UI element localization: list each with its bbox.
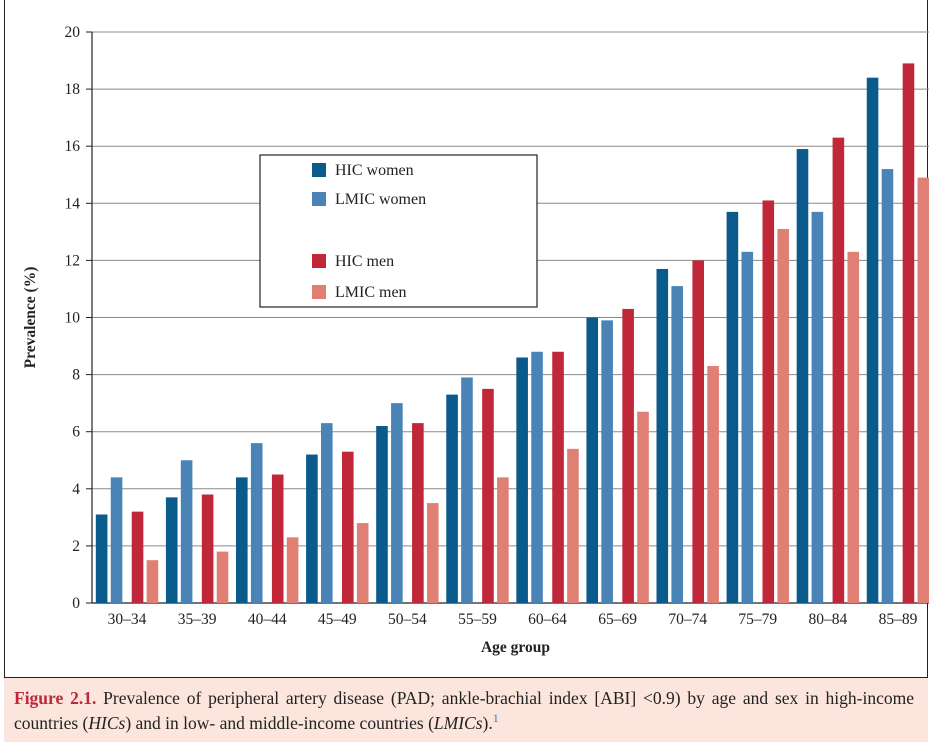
caption-text-3: ).: [482, 713, 493, 733]
x-tick-label: 65–69: [598, 611, 637, 628]
figure-caption: Figure 2.1. Prevalence of peripheral art…: [4, 677, 928, 742]
y-tick-label: 4: [72, 481, 80, 498]
bar: [412, 423, 424, 603]
bar: [531, 351, 543, 603]
x-tick-label: 85–89: [879, 611, 918, 628]
bar: [180, 460, 193, 603]
legend-label: LMIC women: [335, 191, 426, 208]
bar: [286, 537, 299, 603]
bar: [110, 477, 123, 603]
caption-footnote[interactable]: 1: [492, 711, 499, 726]
y-tick-label: 8: [72, 367, 80, 384]
y-tick-label: 14: [65, 195, 81, 212]
bar: [446, 394, 458, 603]
bar: [341, 451, 354, 603]
x-tick-label: 40–44: [248, 611, 287, 628]
legend-swatch: [312, 254, 326, 268]
x-axis-title: Age group: [481, 639, 550, 656]
bar: [306, 454, 318, 603]
bar: [426, 503, 439, 603]
caption-label: Figure 2.1.: [14, 688, 97, 708]
legend-swatch: [312, 192, 326, 206]
legend-swatch: [312, 285, 326, 299]
bar: [201, 494, 214, 603]
x-tick-label: 55–59: [458, 611, 497, 628]
y-tick-label: 10: [65, 310, 81, 327]
x-tick-label: 70–74: [668, 611, 707, 628]
bar: [271, 474, 284, 603]
bar: [236, 477, 248, 603]
bar: [692, 260, 705, 603]
x-tick-label: 75–79: [738, 611, 777, 628]
y-tick-label: 2: [72, 538, 80, 555]
y-tick-label: 0: [72, 595, 80, 612]
x-tick-label: 50–54: [388, 611, 427, 628]
bar: [552, 351, 564, 603]
bar-chart: 0 2 4 6 8 10 12 14 16 18 20 30–34 35–39 40–44 45–49 50–…: [22, 24, 929, 656]
legend-label: LMIC men: [335, 284, 407, 301]
legend: [259, 154, 538, 308]
bar: [320, 423, 333, 603]
bar: [497, 477, 509, 603]
x-tick-label: 35–39: [178, 611, 217, 628]
caption-lmic: LMICs: [433, 713, 483, 733]
figure: 0 2 4 6 8 10 12 14 16 18 20 30–34 35–39 40–44 45–49 50–…: [4, 0, 929, 742]
bar: [482, 388, 494, 603]
bar: [762, 200, 775, 603]
bar: [917, 177, 929, 604]
y-tick-label: 16: [65, 138, 81, 155]
bar: [165, 497, 178, 603]
caption-hic: HICs: [88, 713, 126, 733]
bar: [601, 320, 613, 603]
bar: [811, 211, 824, 604]
bar: [707, 366, 719, 603]
y-tick-label: 18: [65, 81, 81, 98]
bar: [902, 63, 915, 603]
x-tick-label: 45–49: [318, 611, 357, 628]
caption-text-2: ) and in low- and middle-income countrie…: [125, 713, 434, 733]
legend-swatch: [312, 163, 326, 177]
legend-label: HIC men: [335, 253, 394, 270]
x-tick-label: 80–84: [809, 611, 848, 628]
bar: [656, 268, 669, 603]
bar: [671, 286, 684, 603]
bar: [516, 357, 528, 603]
bar: [796, 149, 809, 603]
bar: [637, 411, 649, 603]
bar: [461, 377, 473, 603]
bar: [622, 308, 634, 603]
y-axis-title: Prevalence (%): [22, 267, 39, 369]
bar: [586, 317, 599, 603]
bar: [376, 425, 388, 603]
bar: [832, 137, 845, 603]
bar: [146, 560, 159, 603]
bar: [777, 228, 789, 603]
bar: [847, 251, 860, 603]
bar: [391, 403, 403, 603]
bar: [250, 443, 263, 603]
bar: [881, 169, 894, 604]
bar: [131, 511, 144, 603]
bar: [567, 448, 579, 603]
y-tick-label: 20: [65, 24, 81, 41]
bar: [726, 211, 739, 604]
bar: [95, 514, 108, 603]
bar: [356, 523, 369, 603]
x-tick-label: 60–64: [528, 611, 567, 628]
y-tick-label: 6: [72, 424, 80, 441]
bar: [866, 77, 879, 604]
bar: [741, 251, 754, 603]
legend-label: HIC women: [335, 162, 414, 179]
y-tick-label: 12: [65, 252, 81, 269]
bar: [216, 551, 229, 603]
x-tick-label: 30–34: [108, 611, 147, 628]
caption-text: Prevalence of peripheral artery disease …: [14, 688, 914, 733]
